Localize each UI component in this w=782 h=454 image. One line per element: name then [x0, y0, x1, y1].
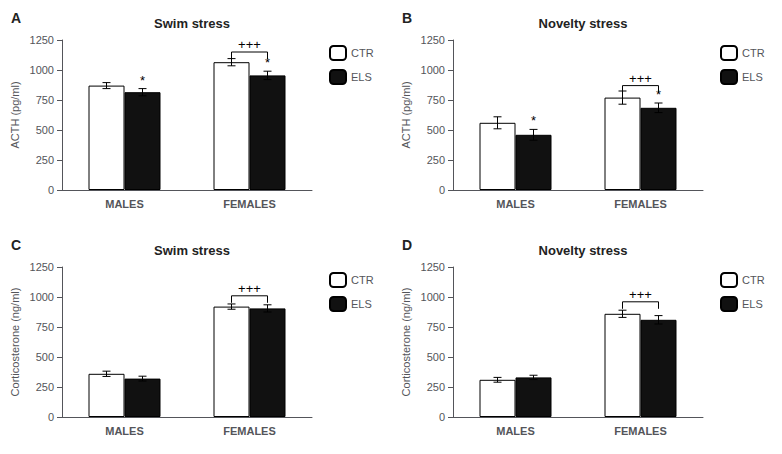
- svg-text:500: 500: [36, 124, 54, 136]
- svg-text:500: 500: [36, 351, 54, 363]
- svg-text:0: 0: [48, 184, 54, 196]
- svg-text:500: 500: [427, 351, 445, 363]
- svg-text:+++: +++: [629, 287, 652, 302]
- svg-text:MALES: MALES: [496, 198, 535, 210]
- svg-text:CTR: CTR: [742, 274, 765, 286]
- svg-text:250: 250: [427, 381, 445, 393]
- svg-text:A: A: [11, 10, 21, 26]
- svg-text:750: 750: [427, 321, 445, 333]
- svg-text:CTR: CTR: [742, 47, 765, 59]
- svg-text:1000: 1000: [421, 291, 445, 303]
- svg-text:+++: +++: [629, 71, 652, 86]
- svg-text:ACTH (pg/ml): ACTH (pg/ml): [400, 81, 412, 148]
- svg-text:FEMALES: FEMALES: [223, 425, 276, 437]
- svg-text:FEMALES: FEMALES: [614, 198, 667, 210]
- svg-text:1250: 1250: [421, 261, 445, 273]
- svg-text:1000: 1000: [421, 64, 445, 76]
- svg-text:Swim stress: Swim stress: [154, 16, 230, 31]
- svg-text:B: B: [402, 10, 412, 26]
- svg-text:750: 750: [36, 94, 54, 106]
- svg-text:Novelty stress: Novelty stress: [539, 243, 628, 258]
- svg-text:*: *: [531, 113, 536, 128]
- svg-text:1000: 1000: [30, 64, 54, 76]
- svg-text:ELS: ELS: [742, 298, 763, 310]
- svg-text:1000: 1000: [30, 291, 54, 303]
- svg-text:+++: +++: [238, 281, 261, 296]
- svg-text:Novelty stress: Novelty stress: [539, 16, 628, 31]
- svg-text:*: *: [140, 73, 145, 88]
- svg-text:FEMALES: FEMALES: [223, 198, 276, 210]
- svg-text:250: 250: [36, 381, 54, 393]
- svg-text:1250: 1250: [30, 34, 54, 46]
- svg-text:ELS: ELS: [351, 71, 372, 83]
- svg-text:ACTH (pg/ml): ACTH (pg/ml): [9, 81, 21, 148]
- svg-text:C: C: [11, 237, 21, 253]
- svg-text:CTR: CTR: [351, 274, 374, 286]
- svg-text:D: D: [402, 237, 412, 253]
- svg-text:ELS: ELS: [351, 298, 372, 310]
- svg-text:500: 500: [427, 124, 445, 136]
- svg-text:MALES: MALES: [105, 198, 144, 210]
- svg-text:0: 0: [439, 184, 445, 196]
- svg-text:MALES: MALES: [496, 425, 535, 437]
- svg-text:750: 750: [36, 321, 54, 333]
- svg-text:CTR: CTR: [351, 47, 374, 59]
- svg-text:750: 750: [427, 94, 445, 106]
- svg-text:1250: 1250: [421, 34, 445, 46]
- svg-text:1250: 1250: [30, 261, 54, 273]
- svg-text:Corticosterone (ng/ml): Corticosterone (ng/ml): [9, 288, 21, 397]
- svg-text:Corticosterone (ng/ml): Corticosterone (ng/ml): [400, 288, 412, 397]
- svg-text:FEMALES: FEMALES: [614, 425, 667, 437]
- svg-text:ELS: ELS: [742, 71, 763, 83]
- svg-text:Swim stress: Swim stress: [154, 243, 230, 258]
- svg-text:250: 250: [36, 154, 54, 166]
- svg-text:0: 0: [48, 411, 54, 423]
- svg-text:250: 250: [427, 154, 445, 166]
- svg-text:0: 0: [439, 411, 445, 423]
- svg-text:+++: +++: [238, 37, 261, 52]
- svg-text:MALES: MALES: [105, 425, 144, 437]
